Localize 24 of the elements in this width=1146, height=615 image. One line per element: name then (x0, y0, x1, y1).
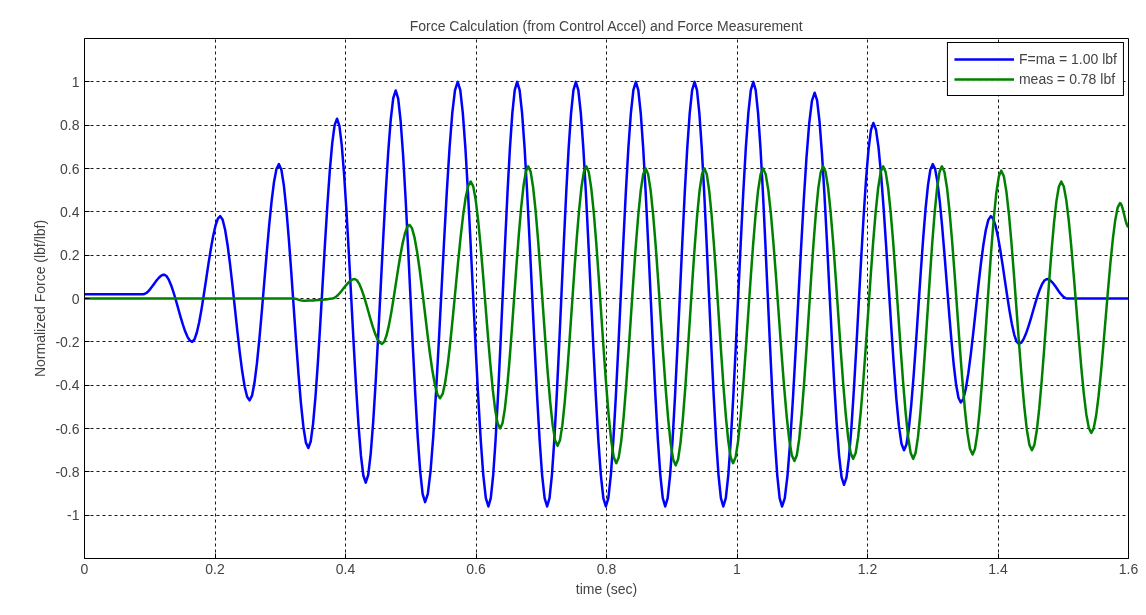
x-tick-label: 1 (733, 560, 742, 577)
y-tick-label: -0.6 (55, 420, 80, 437)
legend-label: F=ma = 1.00 lbf (1018, 51, 1117, 67)
y-tick-label: -1 (67, 507, 80, 524)
x-tick-label: 1.6 (1118, 560, 1139, 577)
y-tick-label: -0.2 (55, 333, 80, 350)
x-tick-label: 0.6 (466, 560, 486, 577)
y-tick-label: 1 (71, 73, 80, 90)
x-tick-label: 1.4 (988, 560, 1008, 577)
y-tick-label: -0.8 (55, 463, 80, 480)
y-axis-title: Normalized Force (lbf/lbf) (32, 219, 49, 378)
y-tick-label: 0.2 (60, 247, 80, 264)
y-tick-label: -0.4 (55, 377, 80, 394)
y-tick-label: 0.4 (60, 203, 80, 220)
x-tick-label: 0.8 (596, 560, 617, 577)
y-tick-label: 0.8 (60, 117, 80, 134)
y-tick-label: 0 (71, 290, 80, 307)
legend-label: meas = 0.78 lbf (1018, 71, 1116, 87)
x-axis-title: time (sec) (575, 580, 638, 597)
x-tick-label: 1.2 (857, 560, 878, 577)
chart-title: Force Calculation (from Control Accel) and Force Measurement (409, 17, 803, 34)
y-tick-label: 0.6 (60, 160, 80, 177)
x-tick-label: 0.2 (205, 560, 225, 577)
x-tick-label: 0.4 (335, 560, 356, 577)
